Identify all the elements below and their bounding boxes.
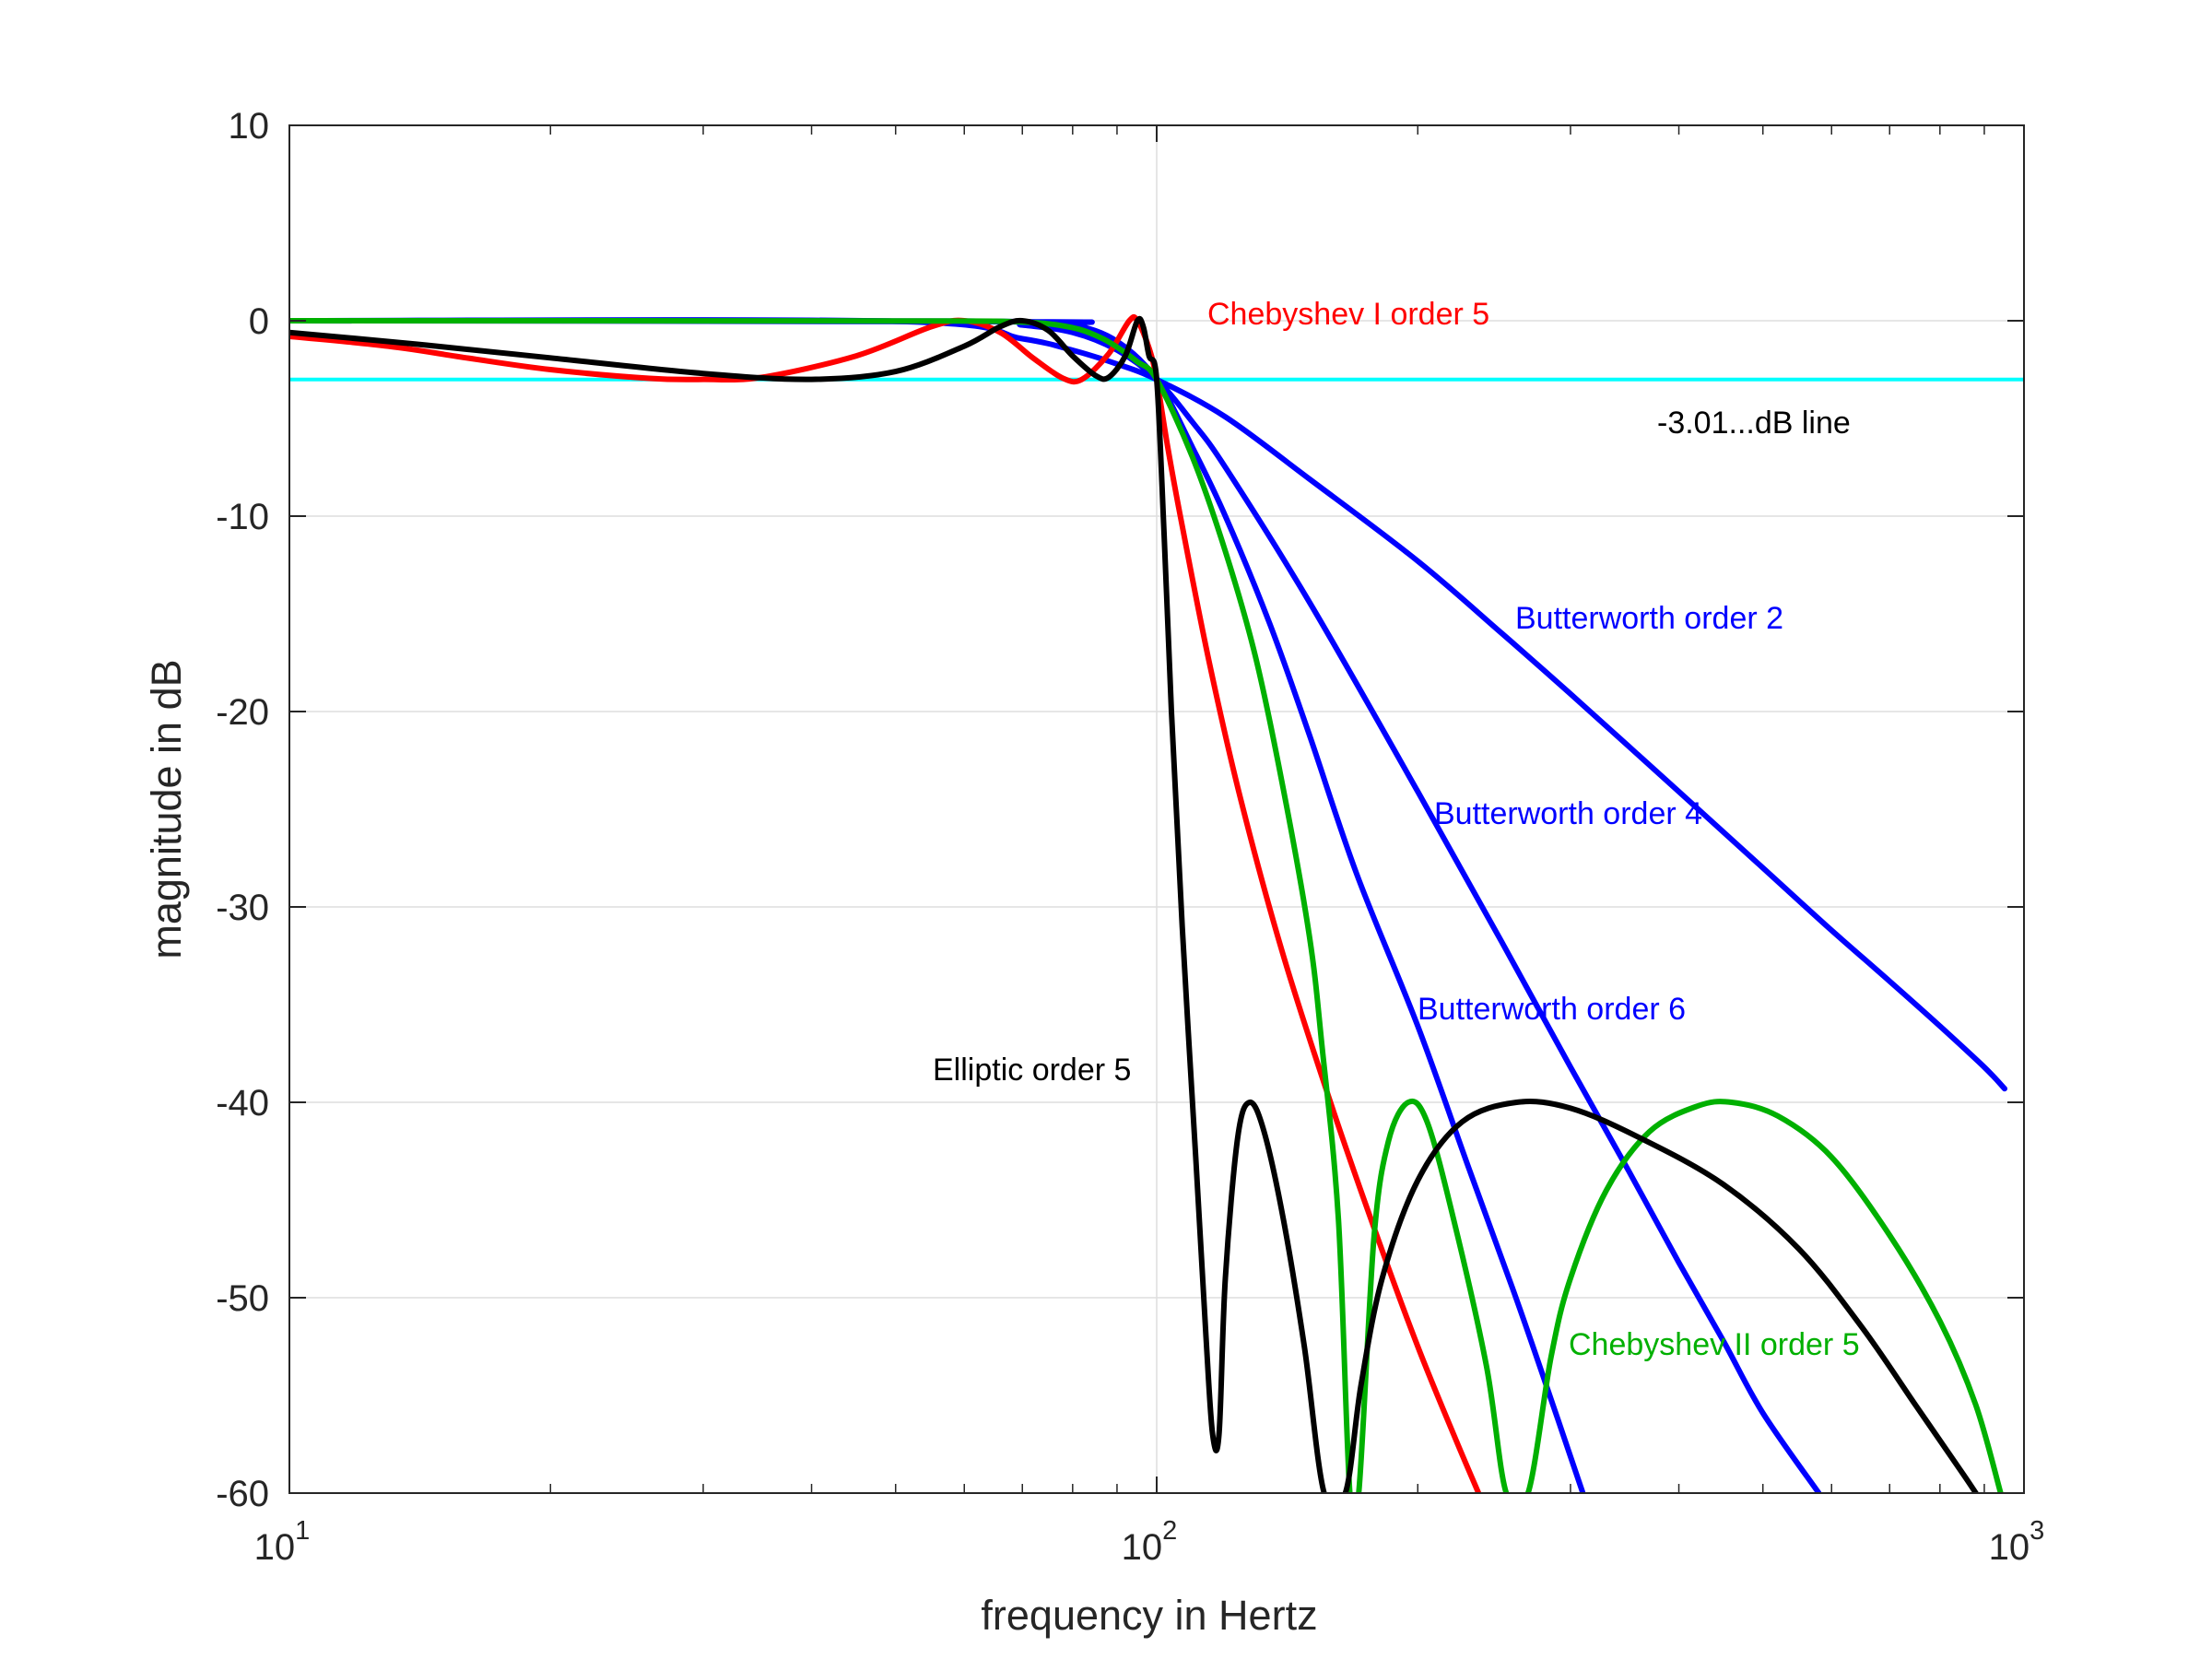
series-layer xyxy=(289,313,2024,1493)
annotations: Chebyshev I order 5 -3.01...dB line Butter… xyxy=(933,297,1860,1362)
annotation-label: Butterworth order 4 xyxy=(1434,796,1702,831)
y-tick-label: -10 xyxy=(216,497,269,537)
x-axis-label: frequency in Hertz xyxy=(981,1592,1317,1639)
annotation-label: Chebyshev I order 5 xyxy=(1207,297,1489,332)
y-tick-label: -20 xyxy=(216,692,269,733)
annotation-label: Butterworth order 6 xyxy=(1418,992,1686,1027)
series-line-butterworth6 xyxy=(289,318,1586,1493)
annotation-label: Elliptic order 5 xyxy=(933,1053,1131,1088)
y-tick-label: 0 xyxy=(249,301,269,342)
y-tick-label: -60 xyxy=(216,1474,269,1514)
annotation-label: Butterworth order 2 xyxy=(1515,601,1783,636)
series-line-elliptic xyxy=(289,315,1979,1493)
annotation-label: -3.01...dB line xyxy=(1657,406,1851,441)
x-tick-label: 103 xyxy=(1989,1516,2045,1568)
y-tick-label: -50 xyxy=(216,1278,269,1319)
y-axis-label: magnitude in dB xyxy=(143,659,190,959)
x-tick-label: 102 xyxy=(1122,1516,1178,1568)
annotation-label: Chebyshev II order 5 xyxy=(1569,1327,1860,1362)
y-tick-label: -40 xyxy=(216,1083,269,1124)
y-tick-label: -30 xyxy=(216,888,269,928)
y-tick-label: 10 xyxy=(229,106,270,147)
x-tick-label: 101 xyxy=(254,1516,311,1568)
